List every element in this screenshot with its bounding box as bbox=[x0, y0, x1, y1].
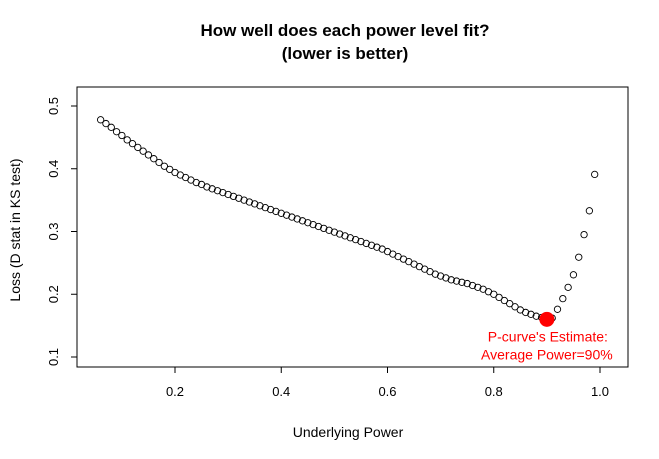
data-point bbox=[203, 183, 211, 191]
data-point bbox=[309, 220, 317, 229]
data-point bbox=[325, 226, 333, 234]
data-point bbox=[442, 274, 450, 282]
data-point bbox=[123, 136, 131, 144]
data-point bbox=[452, 277, 461, 285]
data-point bbox=[314, 222, 323, 231]
y-tick-label: 0.3 bbox=[46, 222, 61, 240]
data-point bbox=[521, 308, 530, 317]
data-point bbox=[266, 205, 275, 214]
data-point bbox=[346, 234, 354, 242]
data-point bbox=[564, 283, 572, 291]
data-point bbox=[166, 165, 174, 174]
data-point bbox=[219, 188, 227, 197]
data-point bbox=[245, 198, 254, 206]
data-point bbox=[261, 204, 269, 212]
data-point bbox=[436, 272, 445, 280]
x-tick-label: 0.8 bbox=[485, 384, 503, 399]
data-point bbox=[192, 178, 200, 187]
data-point bbox=[490, 290, 498, 298]
data-point bbox=[224, 190, 232, 199]
data-point bbox=[240, 196, 248, 204]
x-tick-label: 0.4 bbox=[272, 384, 290, 399]
data-point bbox=[304, 219, 312, 227]
y-tick-label: 0.2 bbox=[46, 285, 61, 303]
data-point bbox=[591, 170, 599, 179]
y-axis-label: Loss (D stat in KS test) bbox=[7, 158, 23, 301]
data-point bbox=[357, 237, 365, 246]
y-axis: 0.1 0.2 0.3 0.4 0.5 bbox=[46, 97, 78, 366]
data-point bbox=[160, 162, 169, 170]
data-point bbox=[553, 305, 562, 313]
data-point bbox=[150, 155, 158, 163]
data-point bbox=[341, 232, 349, 240]
data-point bbox=[118, 131, 126, 140]
data-point bbox=[532, 312, 540, 320]
data-point bbox=[500, 296, 509, 305]
data-point bbox=[213, 187, 222, 195]
data-point bbox=[272, 207, 280, 216]
data-point bbox=[506, 300, 514, 308]
data-point bbox=[580, 230, 588, 239]
data-point bbox=[229, 192, 238, 201]
data-point bbox=[351, 236, 360, 244]
data-point bbox=[112, 128, 121, 136]
data-point bbox=[575, 253, 583, 261]
data-point bbox=[320, 224, 328, 233]
data-point bbox=[447, 276, 455, 284]
estimate-marker bbox=[539, 311, 555, 327]
data-point bbox=[128, 139, 137, 148]
data-point bbox=[288, 213, 296, 221]
x-axis-label: Underlying Power bbox=[293, 424, 404, 440]
data-point bbox=[527, 310, 535, 318]
data-point bbox=[511, 303, 519, 311]
data-point bbox=[139, 147, 147, 155]
data-point bbox=[107, 123, 115, 131]
x-tick-label: 1.0 bbox=[591, 384, 609, 399]
data-point bbox=[235, 194, 243, 202]
data-point bbox=[155, 158, 163, 167]
data-point bbox=[144, 151, 153, 159]
highlight-group: P-curve's Estimate: Average Power=90% bbox=[481, 311, 613, 362]
data-point bbox=[134, 143, 142, 152]
data-point bbox=[474, 283, 482, 291]
data-point bbox=[251, 200, 259, 208]
data-point bbox=[330, 228, 339, 236]
data-point bbox=[585, 207, 594, 215]
data-point bbox=[463, 279, 471, 288]
data-point bbox=[336, 230, 344, 238]
data-point bbox=[468, 281, 477, 290]
data-point bbox=[559, 294, 567, 303]
data-points bbox=[96, 116, 599, 323]
x-tick-label: 0.2 bbox=[166, 384, 184, 399]
data-point bbox=[208, 185, 216, 193]
estimate-label-line2: Average Power=90% bbox=[481, 346, 613, 362]
y-tick-label: 0.1 bbox=[46, 348, 61, 366]
data-point bbox=[431, 270, 439, 278]
y-tick-label: 0.5 bbox=[46, 97, 61, 115]
chart-subtitle: (lower is better) bbox=[282, 44, 409, 63]
data-point bbox=[102, 119, 110, 128]
y-tick-label: 0.4 bbox=[46, 160, 61, 178]
data-point bbox=[367, 241, 376, 249]
chart-title: How well does each power level fit? bbox=[200, 21, 489, 40]
data-point bbox=[458, 278, 466, 286]
data-point bbox=[495, 293, 503, 302]
data-point bbox=[293, 215, 301, 223]
data-point bbox=[373, 243, 381, 251]
estimate-label-line1: P-curve's Estimate: bbox=[488, 328, 608, 344]
data-point bbox=[569, 271, 578, 279]
x-axis: 0.2 0.4 0.6 0.8 1.0 bbox=[166, 366, 609, 399]
data-point bbox=[298, 217, 307, 225]
data-point bbox=[96, 116, 105, 124]
data-point bbox=[362, 239, 370, 248]
data-point bbox=[277, 209, 285, 217]
data-point bbox=[282, 211, 291, 219]
data-point bbox=[256, 202, 264, 210]
x-tick-label: 0.6 bbox=[378, 384, 396, 399]
